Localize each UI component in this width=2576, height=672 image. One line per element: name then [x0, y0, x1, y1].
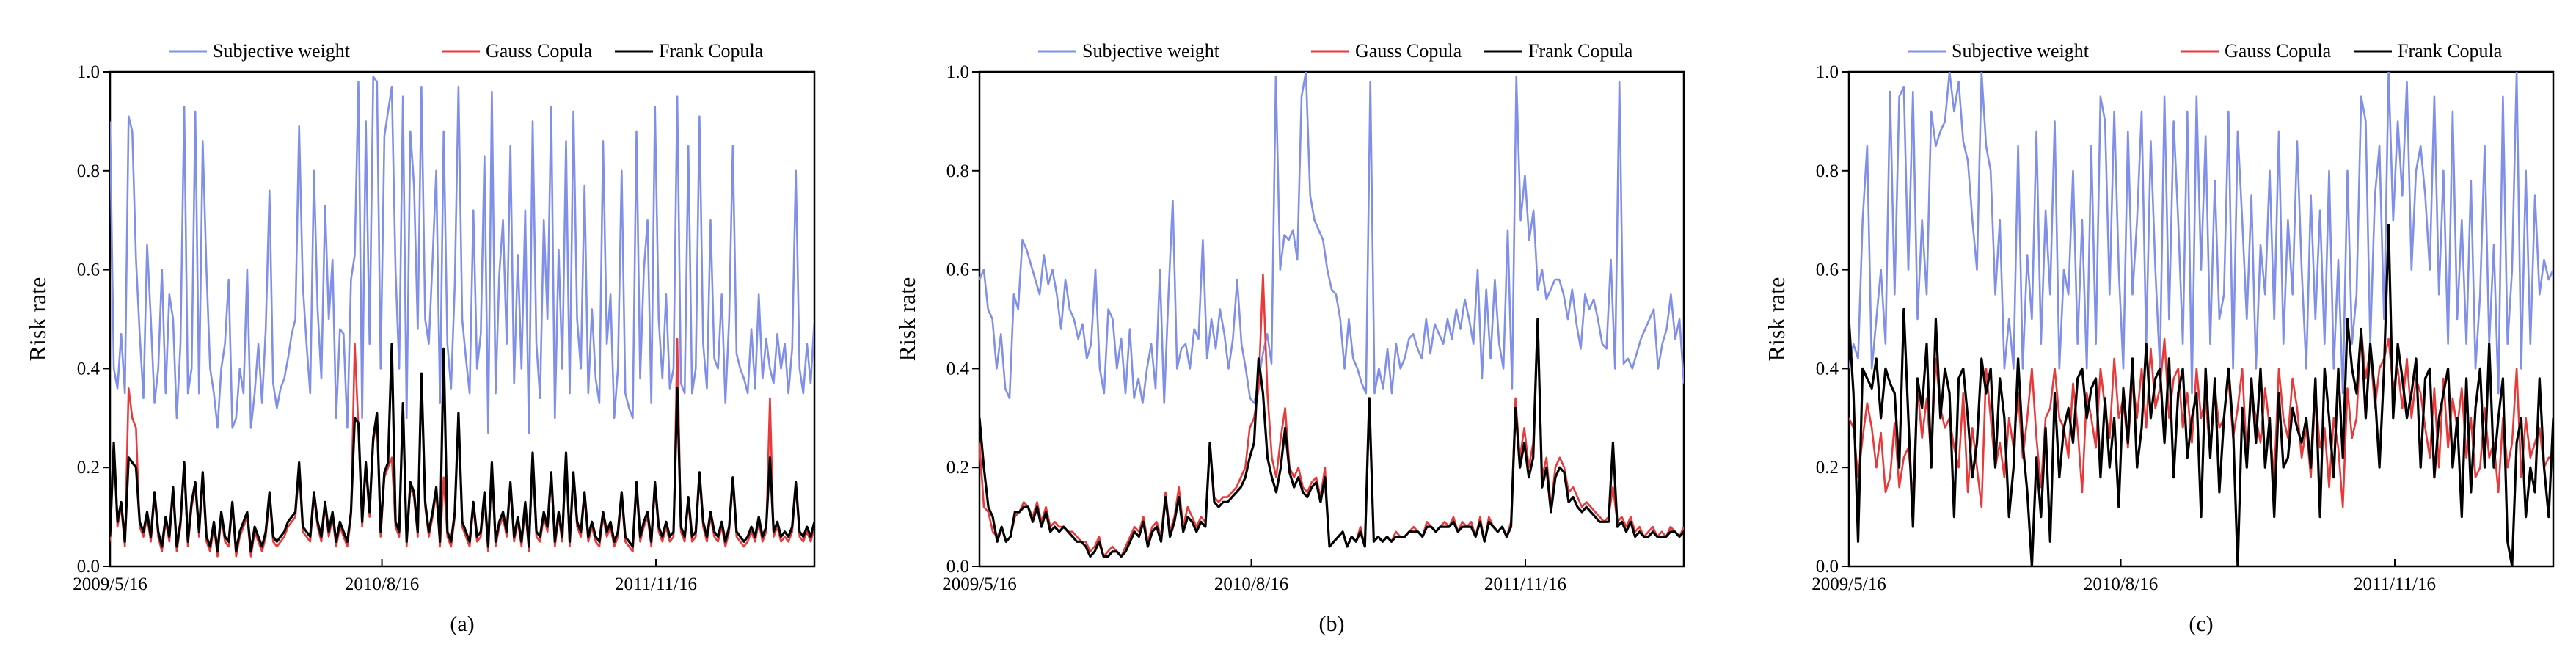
y-axis-label: Risk rate: [1763, 277, 1789, 362]
y-tick-label: 0.6: [77, 260, 100, 280]
y-tick-label: 0.0: [1816, 557, 1839, 577]
legend-label: Gauss Copula: [486, 40, 593, 62]
panel-label: (a): [450, 612, 474, 636]
x-tick-label: 2010/8/16: [1214, 574, 1288, 594]
x-tick-label: 2011/11/16: [615, 574, 697, 594]
x-tick-label: 2011/11/16: [2354, 574, 2436, 594]
panel-label: (c): [2189, 612, 2213, 636]
y-axis-label: Risk rate: [894, 277, 920, 362]
y-tick-label: 0.2: [946, 458, 969, 478]
y-tick-label: 0.4: [77, 359, 101, 379]
panel-label: (b): [1319, 612, 1345, 636]
series-line-subjective-weight: [1849, 72, 2553, 395]
series-line-gauss-copula: [1849, 328, 2553, 508]
y-tick-label: 0.0: [77, 557, 100, 577]
chart-panel-1: 0.0 0.2 0.4 0.6 0.8 1.0 Risk rate 2009/5/16 2010…: [894, 40, 1685, 636]
y-tick-label: 1.0: [1816, 62, 1839, 82]
x-tick-label: 2009/5/16: [1811, 574, 1886, 594]
series-line-subjective-weight: [979, 72, 1684, 404]
legend-label: Subjective weight: [1082, 40, 1220, 62]
legend-label: Subjective weight: [1952, 40, 2090, 62]
y-tick-label: 1.0: [946, 62, 969, 82]
legend-label: Gauss Copula: [2225, 40, 2332, 62]
legend-label: Gauss Copula: [1355, 40, 1462, 62]
x-tick-label: 2010/8/16: [2084, 574, 2158, 594]
y-axis-label: Risk rate: [24, 277, 51, 362]
y-tick-label: 0.2: [77, 458, 100, 478]
series-line-frank-copula: [979, 318, 1684, 558]
plot-frame: [978, 70, 1685, 568]
y-tick-label: 1.0: [77, 62, 100, 82]
y-tick-label: 0.8: [946, 161, 969, 181]
legend-label: Subjective weight: [213, 40, 351, 62]
y-tick-label: 0.4: [946, 359, 970, 379]
chart-panel-2: 0.0 0.2 0.4 0.6 0.8 1.0 Risk rate 2009/5/16 2010…: [1763, 40, 2555, 636]
x-tick-label: 2010/8/16: [345, 574, 419, 594]
x-tick-label: 2009/5/16: [73, 574, 147, 594]
y-tick-label: 0.8: [77, 161, 100, 181]
y-tick-label: 0.4: [1816, 359, 1839, 379]
y-tick-label: 0.0: [946, 557, 969, 577]
x-tick-label: 2009/5/16: [942, 574, 1016, 594]
y-tick-label: 0.6: [946, 260, 969, 280]
legend-label: Frank Copula: [1528, 40, 1633, 62]
series-line-subjective-weight: [110, 76, 814, 434]
y-tick-label: 0.6: [1816, 260, 1839, 280]
chart-panel-0: 0.0 0.2 0.4 0.6 0.8 1.0 Risk rate 2009/5/16 2010…: [24, 40, 816, 636]
y-tick-label: 0.8: [1816, 161, 1839, 181]
series-line-frank-copula: [1849, 224, 2553, 566]
legend-label: Frank Copula: [659, 40, 764, 62]
legend-label: Frank Copula: [2398, 40, 2503, 62]
y-tick-label: 0.2: [1816, 458, 1839, 478]
series-line-frank-copula: [110, 343, 814, 553]
series-line-gauss-copula: [979, 273, 1684, 558]
x-tick-label: 2011/11/16: [1484, 574, 1566, 594]
